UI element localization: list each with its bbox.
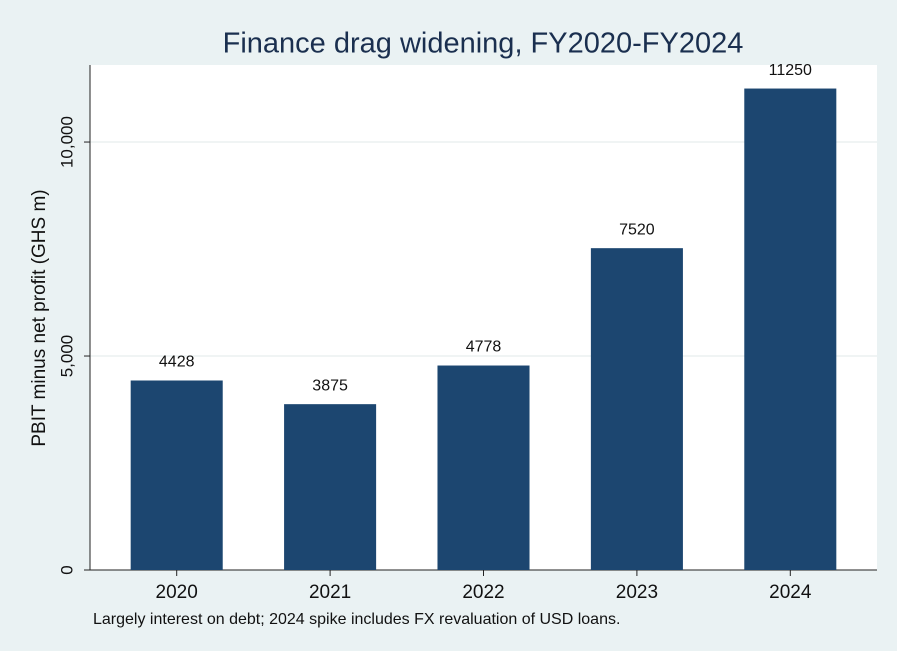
bar (284, 404, 377, 570)
y-tick-label: 10,000 (57, 116, 76, 168)
value-label: 4778 (466, 339, 502, 356)
chart-title: Finance drag widening, FY2020-FY2024 (223, 28, 744, 60)
x-tick-label: 2024 (769, 582, 812, 603)
bar (130, 380, 223, 570)
value-label: 3875 (312, 377, 348, 394)
value-label: 11250 (769, 62, 812, 79)
bar (590, 248, 683, 570)
x-tick-label: 2020 (156, 582, 198, 603)
value-label: 4428 (159, 354, 195, 371)
y-axis-title: PBIT minus net profit (GHS m) (29, 189, 50, 446)
value-label: 7520 (619, 221, 655, 238)
y-tick-label: 5,000 (57, 335, 76, 378)
bar (437, 365, 530, 570)
bar (744, 88, 837, 570)
y-tick-label: 0 (57, 565, 76, 574)
note: Largely interest on debt; 2024 spike inc… (93, 611, 620, 628)
x-tick-label: 2021 (309, 582, 351, 603)
x-tick-label: 2023 (616, 582, 658, 603)
x-tick-label: 2022 (462, 582, 504, 603)
